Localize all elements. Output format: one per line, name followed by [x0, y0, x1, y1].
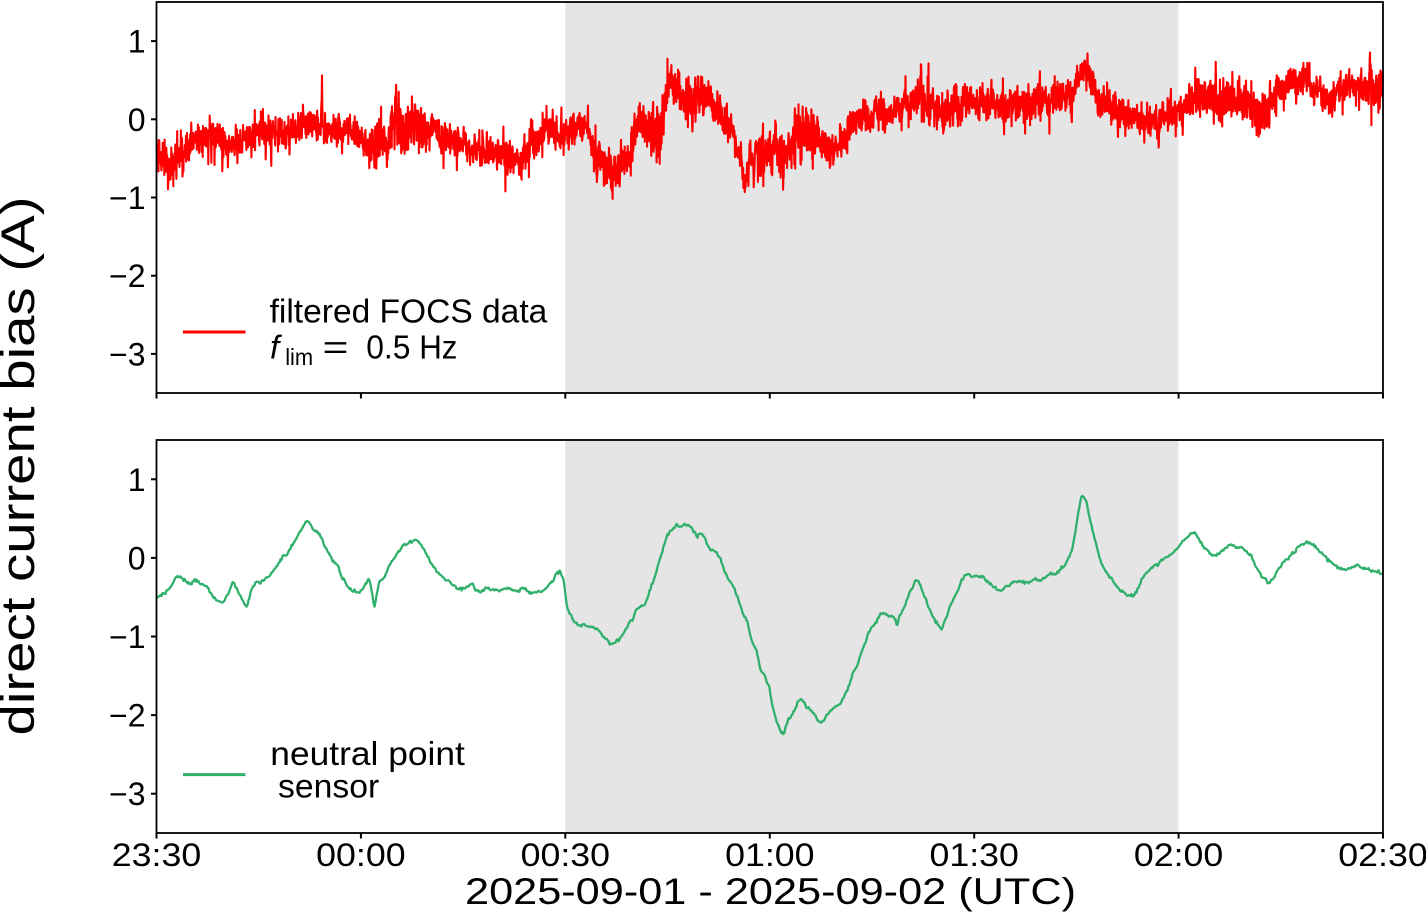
svg-text:02:30: 02:30	[1338, 837, 1426, 873]
svg-text:−2: −2	[109, 258, 145, 294]
svg-text:direct current bias (A): direct current bias (A)	[0, 197, 44, 736]
svg-text:00:30: 00:30	[521, 837, 610, 873]
svg-text:−1: −1	[109, 619, 145, 655]
svg-text:0: 0	[128, 102, 146, 138]
svg-text:01:00: 01:00	[725, 837, 814, 873]
svg-text:1: 1	[128, 24, 146, 60]
svg-text:−3: −3	[109, 776, 145, 812]
svg-text:filtered FOCS data: filtered FOCS data	[270, 293, 548, 330]
svg-text:01:30: 01:30	[930, 837, 1019, 873]
svg-text:23:30: 23:30	[112, 837, 201, 873]
svg-text:2025-09-01 - 2025-09-02 (UTC): 2025-09-01 - 2025-09-02 (UTC)	[465, 870, 1076, 912]
svg-text:neutral point: neutral point	[270, 735, 465, 772]
svg-text:0: 0	[128, 540, 146, 576]
svg-text:−3: −3	[109, 336, 145, 372]
svg-text:02:00: 02:00	[1134, 837, 1223, 873]
svg-text:sensor: sensor	[278, 768, 379, 805]
svg-text:−2: −2	[109, 698, 145, 734]
svg-text:1: 1	[128, 462, 146, 498]
svg-text:00:00: 00:00	[316, 837, 405, 873]
svg-text:−1: −1	[109, 180, 145, 216]
